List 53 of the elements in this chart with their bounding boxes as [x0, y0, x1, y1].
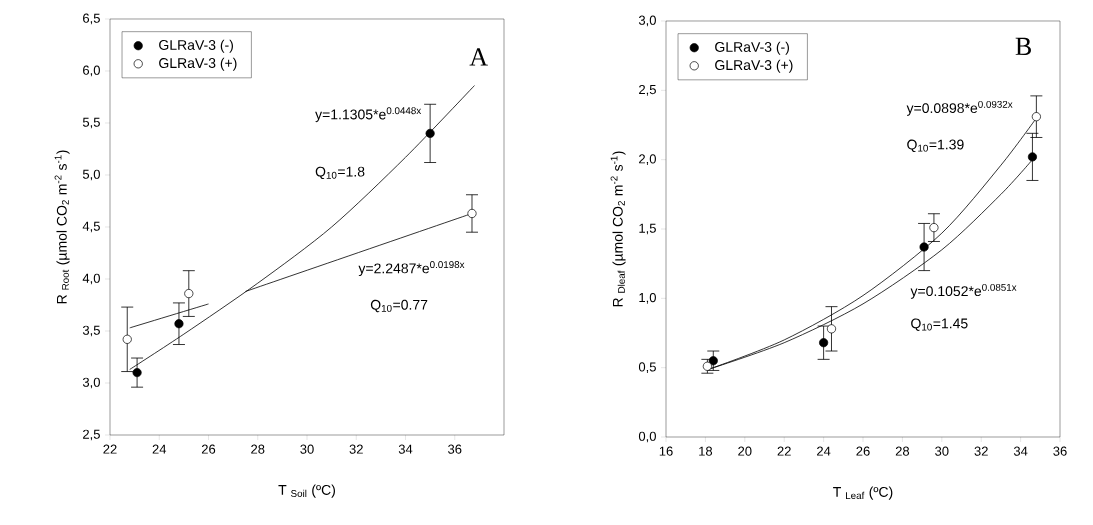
x-axis-title: T $_{Leaf}$ (ºC) — [833, 486, 893, 500]
x-tick-label: 32 — [974, 446, 988, 456]
y-tick-label: 4,0 — [82, 273, 100, 285]
y-tick-label: 0,5 — [638, 362, 656, 374]
x-tick-label: 24 — [817, 446, 831, 456]
x-tick-label: 32 — [349, 444, 363, 454]
annotation: A — [469, 48, 488, 66]
x-tick-label: 26 — [856, 446, 870, 456]
y-tick-label: 0,0 — [638, 431, 656, 443]
legend-label: GLRaV-3 (-) — [715, 41, 789, 55]
annotation: Q$_{10}$=1.45 — [911, 318, 968, 331]
annotation: y=1.1305*e$^{0.0448x}$ — [315, 107, 422, 123]
x-tick-label: 22 — [103, 444, 117, 454]
y-tick-label: 3,0 — [638, 15, 656, 27]
x-tick-label: 20 — [738, 446, 752, 456]
text: R $_{Root}$ (µmol CO$_{2}$ m$^{-2}$ s$^{-1}$) — [54, 150, 70, 304]
x-tick-label: 34 — [1013, 446, 1028, 456]
y-tick-label: 4,5 — [82, 221, 100, 233]
y-tick-label: 6,0 — [83, 65, 100, 77]
annotation: y=2.2487*e$^{0.0198x}$ — [358, 261, 465, 277]
text: R $_{Dleaf}$ (µmol CO$_{2}$ m$^{-2}$ s$^{-1}$) — [610, 151, 626, 307]
annotation: B — [1015, 37, 1031, 55]
x-tick-label: 28 — [251, 444, 265, 454]
x-tick-label: 22 — [777, 446, 791, 456]
x-tick-label: 16 — [659, 446, 673, 456]
annotation: Q$_{10}$=1.39 — [907, 139, 964, 152]
y-tick-label: 2,0 — [639, 154, 656, 166]
y-tick-label: 1,5 — [639, 223, 656, 235]
legend-label: GLRaV-3 (-) — [159, 39, 233, 53]
x-tick-label: 34 — [398, 444, 413, 454]
x-tick-label: 26 — [201, 444, 216, 454]
y-tick-label: 5,0 — [82, 169, 100, 181]
annotation: y=0.1052*e$^{0.0851x}$ — [910, 283, 1017, 299]
x-axis-title: T $_{Soil}$ (ºC) — [278, 484, 335, 498]
x-tick-label: 24 — [152, 444, 167, 454]
x-tick-label: 18 — [699, 446, 713, 456]
legend-label: GLRaV-3 (+) — [159, 57, 237, 71]
y-tick-label: 6,5 — [83, 13, 100, 25]
y-tick-label: 5,5 — [82, 117, 100, 129]
x-tick-label: 30 — [935, 446, 949, 456]
x-tick-label: 36 — [448, 444, 462, 454]
y-tick-label: 1,0 — [639, 292, 656, 304]
y-tick-label: 3,5 — [82, 325, 100, 337]
annotation: y=0.0898*e$^{0.0932x}$ — [906, 100, 1013, 116]
x-tick-label: 36 — [1053, 446, 1067, 456]
x-tick-label: 28 — [895, 446, 910, 456]
x-tick-label: 30 — [300, 444, 314, 454]
annotation: Q$_{10}$=0.77 — [370, 299, 428, 313]
y-tick-label: 3,0 — [82, 377, 100, 389]
y-tick-label: 2,5 — [83, 429, 100, 441]
legend-label: GLRaV-3 (+) — [715, 59, 793, 73]
annotation: Q$_{10}$=1.8 — [315, 166, 365, 180]
y-tick-label: 2,5 — [639, 84, 656, 96]
